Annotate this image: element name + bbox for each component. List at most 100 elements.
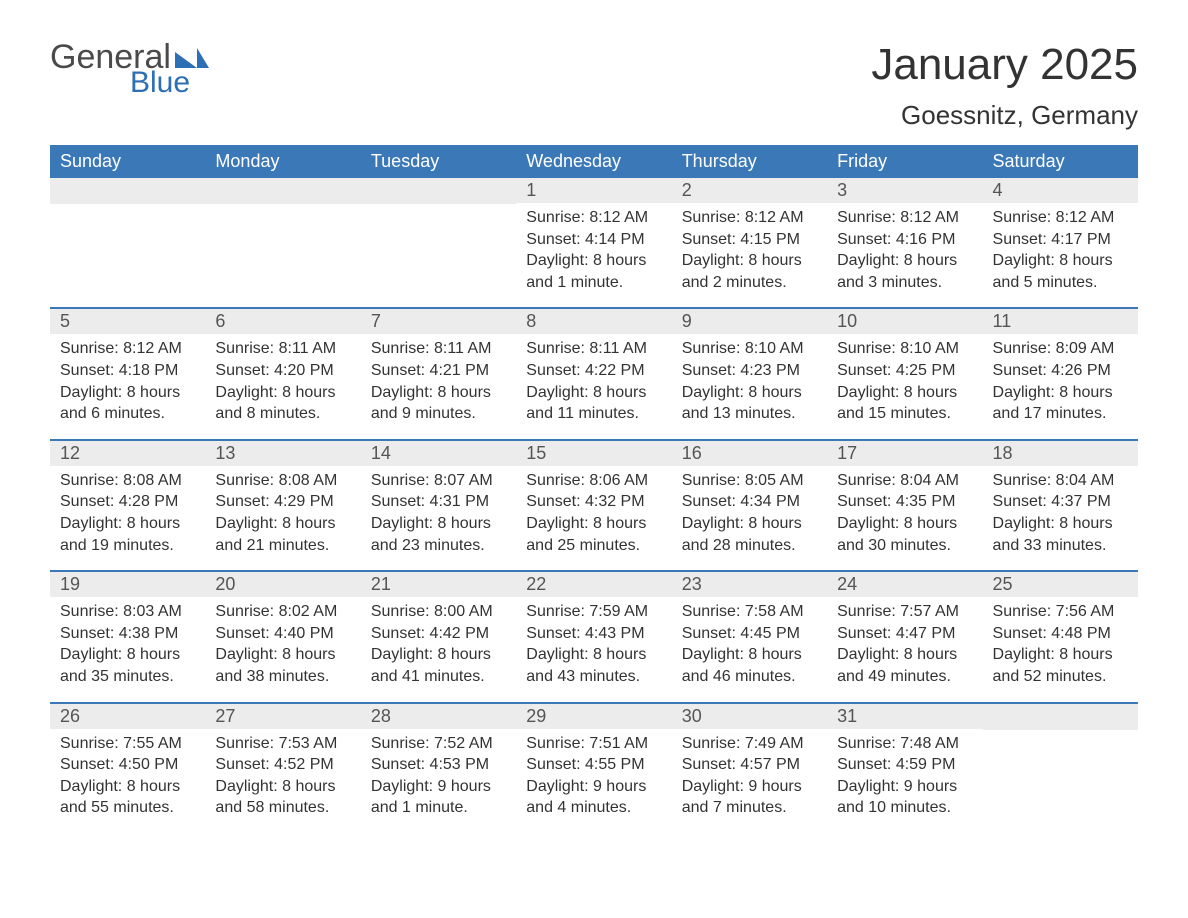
day-number: 17 bbox=[827, 441, 982, 466]
location: Goessnitz, Germany bbox=[871, 100, 1138, 131]
day-body: Sunrise: 8:10 AMSunset: 4:25 PMDaylight:… bbox=[827, 334, 982, 438]
day-line: Sunset: 4:32 PM bbox=[526, 491, 661, 513]
day-line: Daylight: 8 hours bbox=[682, 644, 817, 666]
day-line: Daylight: 8 hours bbox=[371, 644, 506, 666]
day-body: Sunrise: 8:12 AMSunset: 4:18 PMDaylight:… bbox=[50, 334, 205, 438]
day-line: Sunrise: 7:56 AM bbox=[993, 601, 1128, 623]
day-number: 10 bbox=[827, 309, 982, 334]
day-number: 19 bbox=[50, 572, 205, 597]
day-line: and 1 minute. bbox=[526, 272, 661, 294]
weekday-header: Sunday bbox=[50, 145, 205, 178]
day-body: Sunrise: 7:51 AMSunset: 4:55 PMDaylight:… bbox=[516, 729, 671, 833]
day-line: Sunset: 4:52 PM bbox=[215, 754, 350, 776]
day-line: Sunrise: 7:52 AM bbox=[371, 733, 506, 755]
day-line: Daylight: 8 hours bbox=[837, 644, 972, 666]
day-line: Sunset: 4:17 PM bbox=[993, 229, 1128, 251]
weekday-header: Friday bbox=[827, 145, 982, 178]
day-number: 31 bbox=[827, 704, 982, 729]
day-line: Sunrise: 8:05 AM bbox=[682, 470, 817, 492]
day-line: Daylight: 9 hours bbox=[371, 776, 506, 798]
day-line: Sunset: 4:45 PM bbox=[682, 623, 817, 645]
day-number: 7 bbox=[361, 309, 516, 334]
day-line: Sunrise: 8:03 AM bbox=[60, 601, 195, 623]
day-line: Sunrise: 8:11 AM bbox=[371, 338, 506, 360]
day-line: and 23 minutes. bbox=[371, 535, 506, 557]
day-body: Sunrise: 8:05 AMSunset: 4:34 PMDaylight:… bbox=[672, 466, 827, 570]
day-line: Sunset: 4:40 PM bbox=[215, 623, 350, 645]
day-line: Sunrise: 8:06 AM bbox=[526, 470, 661, 492]
day-line: and 49 minutes. bbox=[837, 666, 972, 688]
day-line: Sunset: 4:26 PM bbox=[993, 360, 1128, 382]
day-line: Sunrise: 7:55 AM bbox=[60, 733, 195, 755]
day-line: Daylight: 8 hours bbox=[837, 250, 972, 272]
day-line: Daylight: 8 hours bbox=[371, 382, 506, 404]
day-line: Daylight: 8 hours bbox=[60, 776, 195, 798]
day-cell: 10Sunrise: 8:10 AMSunset: 4:25 PMDayligh… bbox=[827, 309, 982, 438]
day-line: Daylight: 8 hours bbox=[526, 382, 661, 404]
day-cell: 18Sunrise: 8:04 AMSunset: 4:37 PMDayligh… bbox=[983, 441, 1138, 570]
weekday-header: Wednesday bbox=[516, 145, 671, 178]
logo-text-blue: Blue bbox=[130, 68, 209, 98]
day-cell: 11Sunrise: 8:09 AMSunset: 4:26 PMDayligh… bbox=[983, 309, 1138, 438]
day-line: Sunrise: 7:59 AM bbox=[526, 601, 661, 623]
day-line: Sunrise: 8:04 AM bbox=[993, 470, 1128, 492]
day-cell bbox=[361, 178, 516, 307]
day-cell: 30Sunrise: 7:49 AMSunset: 4:57 PMDayligh… bbox=[672, 704, 827, 833]
day-line: Sunset: 4:21 PM bbox=[371, 360, 506, 382]
day-cell: 29Sunrise: 7:51 AMSunset: 4:55 PMDayligh… bbox=[516, 704, 671, 833]
day-line: and 5 minutes. bbox=[993, 272, 1128, 294]
day-number: 12 bbox=[50, 441, 205, 466]
day-line: Sunset: 4:22 PM bbox=[526, 360, 661, 382]
day-cell: 14Sunrise: 8:07 AMSunset: 4:31 PMDayligh… bbox=[361, 441, 516, 570]
day-body: Sunrise: 8:04 AMSunset: 4:37 PMDaylight:… bbox=[983, 466, 1138, 570]
day-line: Sunset: 4:14 PM bbox=[526, 229, 661, 251]
day-line: and 10 minutes. bbox=[837, 797, 972, 819]
day-body: Sunrise: 8:02 AMSunset: 4:40 PMDaylight:… bbox=[205, 597, 360, 701]
day-body: Sunrise: 8:11 AMSunset: 4:20 PMDaylight:… bbox=[205, 334, 360, 438]
day-line: Sunrise: 8:07 AM bbox=[371, 470, 506, 492]
day-body: Sunrise: 7:57 AMSunset: 4:47 PMDaylight:… bbox=[827, 597, 982, 701]
day-line: Sunset: 4:57 PM bbox=[682, 754, 817, 776]
day-body: Sunrise: 8:11 AMSunset: 4:22 PMDaylight:… bbox=[516, 334, 671, 438]
day-line: Sunrise: 7:58 AM bbox=[682, 601, 817, 623]
header: General Blue January 2025 Goessnitz, Ger… bbox=[50, 40, 1138, 131]
day-line: Daylight: 8 hours bbox=[993, 382, 1128, 404]
day-cell: 1Sunrise: 8:12 AMSunset: 4:14 PMDaylight… bbox=[516, 178, 671, 307]
day-number: 25 bbox=[983, 572, 1138, 597]
day-number: 30 bbox=[672, 704, 827, 729]
day-line: Sunrise: 8:12 AM bbox=[837, 207, 972, 229]
day-cell: 22Sunrise: 7:59 AMSunset: 4:43 PMDayligh… bbox=[516, 572, 671, 701]
day-line: Sunrise: 7:48 AM bbox=[837, 733, 972, 755]
day-number: 2 bbox=[672, 178, 827, 203]
day-body: Sunrise: 7:55 AMSunset: 4:50 PMDaylight:… bbox=[50, 729, 205, 833]
day-line: Sunrise: 8:12 AM bbox=[526, 207, 661, 229]
day-line: and 2 minutes. bbox=[682, 272, 817, 294]
day-cell: 31Sunrise: 7:48 AMSunset: 4:59 PMDayligh… bbox=[827, 704, 982, 833]
day-line: Sunset: 4:42 PM bbox=[371, 623, 506, 645]
day-line: Daylight: 8 hours bbox=[215, 644, 350, 666]
day-line: Sunrise: 8:08 AM bbox=[60, 470, 195, 492]
day-line: Daylight: 9 hours bbox=[837, 776, 972, 798]
day-line: and 38 minutes. bbox=[215, 666, 350, 688]
day-body: Sunrise: 8:08 AMSunset: 4:29 PMDaylight:… bbox=[205, 466, 360, 570]
day-line: and 6 minutes. bbox=[60, 403, 195, 425]
day-line: Sunrise: 8:11 AM bbox=[526, 338, 661, 360]
day-line: and 41 minutes. bbox=[371, 666, 506, 688]
day-number: 27 bbox=[205, 704, 360, 729]
day-number: 8 bbox=[516, 309, 671, 334]
day-number: 20 bbox=[205, 572, 360, 597]
day-body: Sunrise: 8:12 AMSunset: 4:16 PMDaylight:… bbox=[827, 203, 982, 307]
day-cell: 6Sunrise: 8:11 AMSunset: 4:20 PMDaylight… bbox=[205, 309, 360, 438]
day-line: Sunset: 4:37 PM bbox=[993, 491, 1128, 513]
day-line: Sunrise: 8:02 AM bbox=[215, 601, 350, 623]
day-line: and 43 minutes. bbox=[526, 666, 661, 688]
day-number: 1 bbox=[516, 178, 671, 203]
day-number: 3 bbox=[827, 178, 982, 203]
day-line: Sunrise: 7:53 AM bbox=[215, 733, 350, 755]
weekday-header-row: SundayMondayTuesdayWednesdayThursdayFrid… bbox=[50, 145, 1138, 178]
day-number: 22 bbox=[516, 572, 671, 597]
day-line: Daylight: 8 hours bbox=[60, 382, 195, 404]
day-cell: 20Sunrise: 8:02 AMSunset: 4:40 PMDayligh… bbox=[205, 572, 360, 701]
day-line: Sunset: 4:16 PM bbox=[837, 229, 972, 251]
day-line: and 28 minutes. bbox=[682, 535, 817, 557]
